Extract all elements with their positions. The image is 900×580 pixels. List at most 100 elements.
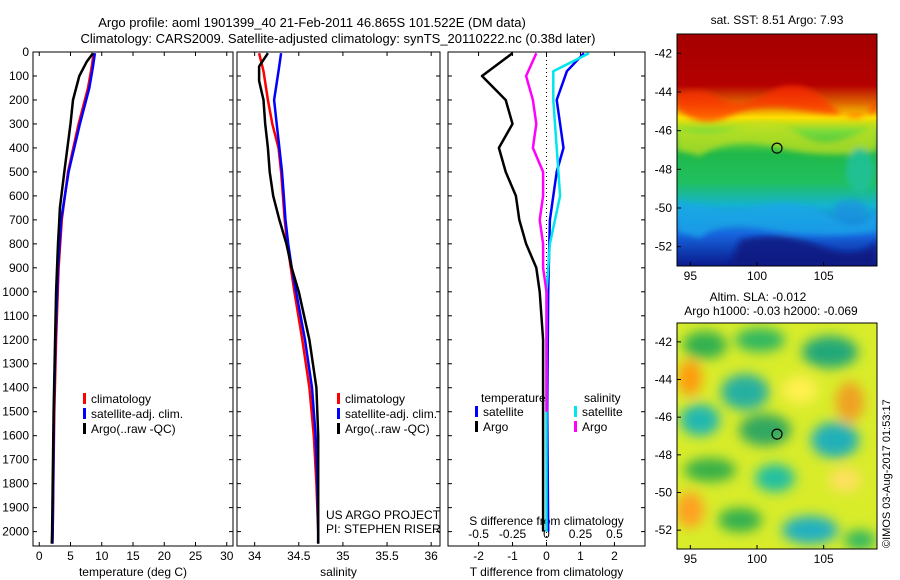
x-tick-label: 30 (220, 549, 234, 563)
legend-entry: satellite (582, 405, 623, 419)
sst-map-title: sat. SST: 8.51 Argo: 7.93 (711, 13, 844, 27)
map-y-tick-label: -52 (655, 523, 673, 537)
sst-argo-marker (771, 142, 783, 154)
sst-texture (677, 85, 877, 266)
map-y-tick-label: -46 (655, 124, 673, 138)
legend-swatch (475, 421, 478, 432)
sst-map-axes: 95 100 105 -42 -44 -46 -48 -50 -52 (655, 46, 834, 283)
sla-argo-marker (771, 428, 783, 440)
legend-swatch (83, 393, 86, 404)
map-y-tick-label: -42 (655, 46, 673, 60)
plot-frame (236, 51, 441, 547)
map-x-tick-label: 105 (814, 269, 834, 283)
legend-entry: satellite-adj. clim. (91, 407, 183, 421)
map-y-tick-label: -50 (655, 201, 673, 215)
header-subtitle: Climatology: CARS2009. Satellite-adjuste… (81, 31, 596, 46)
legend-entry: satellite (483, 405, 524, 419)
salinity-panel: 34 34.5 35 35.5 36 salinity climatologysatelli… (236, 51, 441, 579)
depth-tick-label: 700 (9, 213, 29, 227)
x-tick-label: 0 (36, 549, 43, 563)
legend-title: temperature (481, 391, 546, 405)
sla-map-axes: 95 100 105 -42 -44 -46 -48 -50 -52 (655, 335, 834, 566)
series-line-climatology (257, 52, 320, 544)
sla-map-subtitle: Argo h1000: -0.03 h2000: -0.069 (684, 304, 858, 318)
map-y-tick-label: -44 (655, 373, 673, 387)
map-y-tick-label: -48 (655, 448, 673, 462)
s-tick-label: 0.5 (606, 527, 623, 541)
depth-tick-label: 1900 (2, 501, 29, 515)
series-line-t-satellite (545, 52, 585, 532)
s-tick-label: -0.5 (468, 527, 489, 541)
legend-entry: Argo (483, 420, 509, 434)
series-line-argo-raw-qc- (50, 52, 95, 544)
legend-swatch (337, 423, 340, 434)
depth-tick-label: 600 (9, 189, 29, 203)
imos-timestamp: ©IMOS 03-Aug-2017 01:53:17 (881, 399, 893, 548)
x-axis-label: temperature (deg C) (79, 565, 187, 579)
legend-swatch (337, 408, 340, 419)
sla-map-title: Altim. SLA: -0.012 (710, 290, 807, 304)
depth-tick-label: 1600 (2, 429, 29, 443)
x-tick-label: -1 (507, 549, 518, 563)
x-tick-label: 35.5 (375, 549, 399, 563)
x-axis-label: T difference from climatology (470, 565, 624, 579)
x-tick-label: 34.5 (287, 549, 311, 563)
map-y-tick-label: -50 (655, 486, 673, 500)
depth-tick-label: 2000 (2, 525, 29, 539)
sla-texture (677, 328, 876, 549)
map-x-tick-label: 100 (747, 552, 767, 566)
x-tick-label: 34 (248, 549, 262, 563)
s-tick-label: -0.25 (499, 527, 527, 541)
legend-entry: Argo (582, 420, 608, 434)
depth-tick-label: 500 (9, 165, 29, 179)
plot-frame (32, 51, 234, 547)
x-tick-label: 2 (611, 549, 618, 563)
map-y-tick-label: -48 (655, 162, 673, 176)
x-tick-label: 25 (189, 549, 203, 563)
x-tick-label: 5 (67, 549, 74, 563)
x-tick-label: 15 (126, 549, 140, 563)
map-y-tick-label: -52 (655, 240, 673, 254)
legend-swatch (574, 406, 577, 417)
sla-map (677, 323, 877, 549)
legend-entry: Argo(..raw -QC) (345, 422, 430, 436)
depth-tick-label: 300 (9, 117, 29, 131)
depth-tick-label: 1500 (2, 405, 29, 419)
map-y-tick-label: -46 (655, 410, 673, 424)
series-line-t-argo (480, 52, 545, 532)
x-tick-label: -2 (473, 549, 484, 563)
map-x-tick-label: 100 (747, 269, 767, 283)
difference-panel: -2 -1 0 1 2 T difference from climatology -0.5… (447, 51, 646, 579)
temperature-panel: 0100200300400500600700800900100011001200… (2, 45, 233, 579)
series-line-argo-raw-qc- (257, 52, 320, 544)
header-title: Argo profile: aoml 1901399_40 21-Feb-201… (98, 15, 526, 30)
pi-credit: PI: STEPHEN RISER (326, 522, 441, 536)
s-tick-label: 0.25 (569, 527, 593, 541)
series-line-s-argo (524, 52, 548, 412)
series-line-climatology (51, 53, 95, 544)
legend-entry: climatology (345, 392, 405, 406)
legend-swatch (83, 408, 86, 419)
depth-tick-label: 100 (9, 69, 29, 83)
x-tick-label: 20 (158, 549, 172, 563)
legend-entry: satellite-adj. clim. (345, 407, 437, 421)
sst-map (677, 34, 877, 266)
legend-swatch (337, 393, 340, 404)
depth-tick-label: 1100 (3, 309, 29, 323)
depth-tick-label: 1400 (2, 381, 29, 395)
depth-tick-label: 800 (9, 237, 29, 251)
s-tick-label: 0 (543, 527, 550, 541)
x-tick-label: 0 (543, 549, 550, 563)
x-tick-label: 35 (336, 549, 350, 563)
depth-tick-label: 1200 (2, 333, 29, 347)
legend-swatch (574, 421, 577, 432)
legend-title: salinity (584, 391, 621, 405)
legend-swatch (83, 423, 86, 434)
depth-tick-label: 1800 (2, 477, 29, 491)
map-x-tick-label: 105 (814, 552, 834, 566)
depth-tick-label: 1700 (2, 453, 29, 467)
legend-entry: Argo(..raw -QC) (91, 422, 176, 436)
map-y-tick-label: -42 (655, 335, 673, 349)
x-axis-label: salinity (320, 565, 357, 579)
